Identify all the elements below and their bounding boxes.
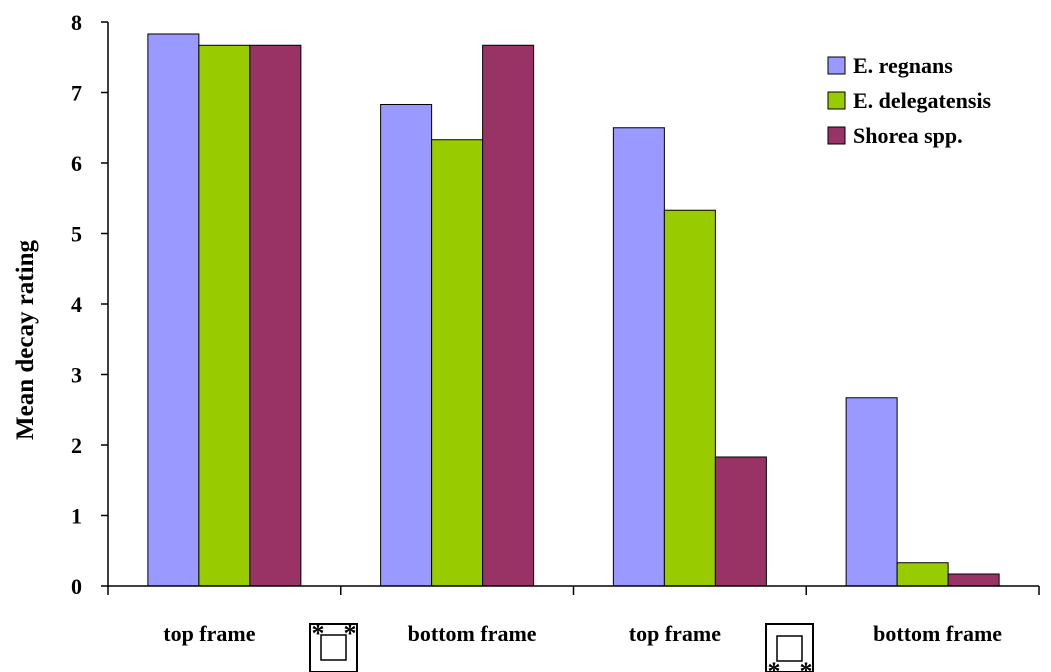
bar xyxy=(380,103,433,587)
x-tick-label: bottom frame xyxy=(873,621,1002,646)
x-tick-label: top frame xyxy=(629,621,721,646)
y-tick-label: 1 xyxy=(71,504,82,529)
frame-joint-bottom-diagram-icon: * * xyxy=(765,623,814,672)
bar xyxy=(482,44,535,587)
bar xyxy=(147,33,200,587)
y-tick-label: 2 xyxy=(71,433,82,458)
legend-swatch xyxy=(827,126,846,145)
y-axis-label: Mean decay rating xyxy=(12,240,39,440)
legend-label: Shorea spp. xyxy=(853,123,963,148)
legend-swatch xyxy=(827,91,846,110)
bar xyxy=(431,139,484,587)
y-tick-label: 7 xyxy=(71,81,82,106)
joint-marker-left: * xyxy=(768,657,781,672)
joint-inner-frame xyxy=(320,634,347,661)
bar xyxy=(612,127,665,587)
x-tick-label: bottom frame xyxy=(408,621,537,646)
frame-joint-top-diagram-icon: * * xyxy=(309,619,358,672)
x-tick-label: top frame xyxy=(163,621,255,646)
y-tick-label: 4 xyxy=(71,292,82,317)
y-tick-label: 8 xyxy=(71,10,82,35)
joint-marker-left: * xyxy=(312,619,325,648)
bar xyxy=(249,44,302,587)
bar xyxy=(714,456,767,587)
legend-swatch xyxy=(827,56,846,75)
legend: E. regnans E. delegatensis Shorea spp. xyxy=(827,53,992,148)
plot-area: 0 1 2 3 4 5 6 7 8 top frame bottom frame top frame b… xyxy=(71,10,1040,646)
legend-label: E. delegatensis xyxy=(853,88,992,113)
joint-outer-frame xyxy=(309,623,358,672)
joint-marker-right: * xyxy=(344,619,357,648)
bar xyxy=(845,397,898,587)
legend-label: E. regnans xyxy=(853,53,953,78)
y-tick-label: 0 xyxy=(71,574,82,599)
bar xyxy=(896,562,949,587)
y-tick-label: 3 xyxy=(71,363,82,388)
y-tick-label: 5 xyxy=(71,222,82,247)
y-tick-label: 6 xyxy=(71,151,82,176)
joint-marker-right: * xyxy=(800,657,813,672)
bar xyxy=(198,44,251,587)
bar xyxy=(663,209,716,587)
bar xyxy=(947,573,1000,587)
joint-inner-frame xyxy=(776,635,803,662)
joint-outer-frame xyxy=(765,623,814,672)
